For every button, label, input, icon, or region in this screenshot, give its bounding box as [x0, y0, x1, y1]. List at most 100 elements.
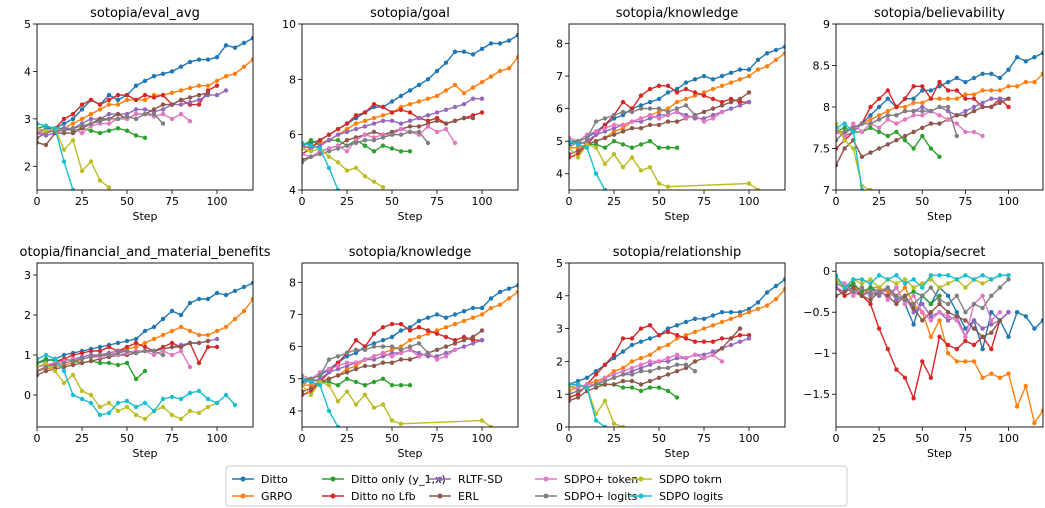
data-point — [353, 363, 359, 369]
data-point — [868, 297, 873, 303]
data-point — [407, 347, 413, 352]
data-point — [584, 145, 590, 150]
data-point — [506, 38, 512, 43]
data-point — [106, 185, 112, 190]
data-point — [701, 116, 707, 121]
chart-title: sotopia/secret — [893, 245, 985, 260]
data-point — [479, 312, 485, 317]
data-point — [326, 165, 332, 171]
data-point — [683, 112, 689, 118]
data-point — [232, 402, 238, 408]
data-point — [223, 43, 229, 48]
data-point — [1023, 79, 1028, 85]
data-point — [205, 296, 211, 302]
data-point — [407, 129, 413, 135]
data-point — [434, 129, 440, 135]
data-point — [611, 132, 617, 137]
data-point — [719, 346, 725, 351]
data-point — [326, 366, 332, 372]
data-point — [911, 289, 916, 294]
data-point — [638, 126, 644, 131]
y-tick-label: 5 — [289, 373, 296, 386]
data-point — [928, 375, 934, 380]
data-point — [859, 281, 865, 286]
legend-item-ditto-only-y-1-x: Ditto only (y_1,x) — [322, 473, 446, 486]
data-point — [79, 107, 85, 112]
data-point — [142, 92, 148, 98]
y-tick-label: 1 — [24, 349, 31, 362]
data-point — [692, 329, 698, 335]
data-point — [737, 99, 743, 105]
data-point — [214, 92, 220, 98]
data-point — [479, 110, 485, 115]
data-point — [692, 116, 698, 121]
data-point — [920, 113, 925, 118]
data-point — [656, 365, 662, 371]
data-point — [178, 88, 184, 93]
data-point — [719, 359, 725, 364]
data-point — [70, 116, 76, 122]
data-point — [876, 146, 882, 151]
data-point — [911, 129, 916, 135]
data-point — [452, 82, 458, 88]
data-point — [647, 362, 653, 367]
data-point — [106, 360, 112, 366]
data-point — [656, 359, 662, 364]
data-point — [902, 117, 908, 122]
data-point — [416, 129, 422, 135]
data-point — [142, 368, 148, 374]
data-point — [647, 323, 653, 328]
data-point — [674, 395, 680, 400]
data-point — [674, 355, 680, 361]
data-point — [353, 121, 359, 126]
data-point — [954, 359, 959, 364]
data-point — [470, 52, 476, 57]
data-point — [620, 129, 626, 134]
series-line — [569, 328, 741, 402]
data-point — [885, 117, 890, 122]
data-point — [710, 116, 716, 121]
series-ditto — [37, 36, 253, 136]
data-point — [911, 100, 916, 106]
data-point — [452, 341, 458, 346]
data-point — [88, 358, 94, 364]
y-tick-label: 6 — [289, 129, 296, 142]
data-point — [97, 178, 103, 183]
data-point — [169, 344, 175, 350]
data-point — [470, 115, 476, 121]
chart-title: sotopia/eval_avg — [90, 6, 200, 21]
data-point — [106, 344, 112, 350]
data-point — [88, 116, 94, 122]
data-point — [79, 360, 85, 366]
data-point — [629, 372, 635, 377]
data-point — [1006, 310, 1011, 315]
data-point — [151, 324, 157, 330]
data-point — [611, 152, 617, 157]
data-point — [398, 107, 404, 113]
data-point — [196, 57, 202, 62]
data-point — [61, 159, 67, 164]
data-point — [133, 107, 139, 112]
y-tick-label: 2 — [24, 309, 31, 322]
data-point — [629, 126, 635, 131]
y-tick-label: 0 — [24, 389, 31, 402]
legend-swatch-marker — [330, 476, 336, 482]
x-tick-label: 75 — [958, 195, 972, 208]
data-point — [971, 96, 977, 101]
data-point — [963, 92, 968, 97]
data-point — [575, 385, 581, 390]
data-point — [79, 102, 85, 107]
data-point — [389, 344, 395, 349]
data-point — [443, 334, 449, 340]
data-point — [160, 121, 166, 126]
data-point — [70, 392, 76, 398]
series-line — [836, 52, 1043, 133]
data-point — [755, 187, 761, 190]
data-point — [928, 314, 934, 319]
x-tick-label: 100 — [998, 432, 1019, 445]
data-point — [317, 376, 323, 381]
data-point — [602, 424, 608, 427]
data-point — [151, 111, 157, 117]
data-point — [88, 400, 94, 406]
y-tick-label: 8 — [289, 276, 296, 289]
